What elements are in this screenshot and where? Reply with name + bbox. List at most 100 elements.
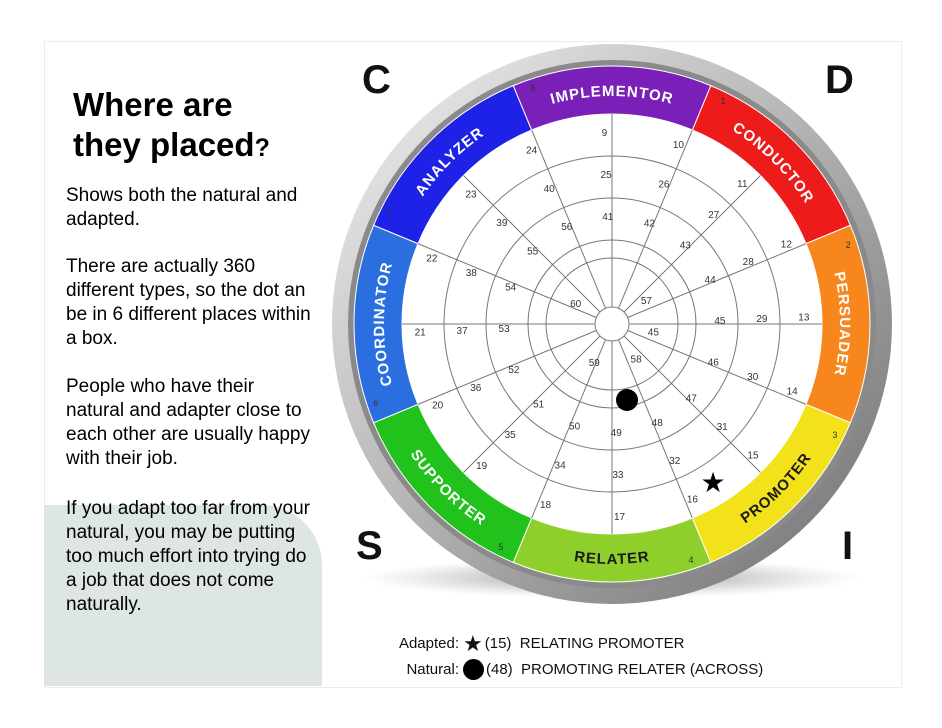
grid-number: 18 <box>540 500 552 511</box>
slide-title: Where are they placed? <box>73 85 323 168</box>
corner-label-c: C <box>362 58 391 102</box>
grid-number: 36 <box>470 383 482 394</box>
grid-number: 46 <box>708 357 720 368</box>
grid-number: 11 <box>737 179 748 190</box>
grid-number: 43 <box>680 241 692 252</box>
grid-spoke <box>627 330 807 405</box>
paragraph-natural-adapted: Shows both the natural and adapted. <box>66 185 298 230</box>
title-question-mark: ? <box>254 134 270 162</box>
legend-adapted: Adapted: ★ (15) RELATING PROMOTER <box>396 630 685 656</box>
star-icon: ★ <box>463 630 483 656</box>
grid-number: 48 <box>652 418 664 429</box>
decorative-panel <box>44 505 322 686</box>
grid-number: 34 <box>555 461 567 472</box>
segment-label-relater: RELATER <box>573 548 651 568</box>
grid-number: 60 <box>570 299 582 310</box>
grid-number: 23 <box>465 190 477 201</box>
paragraph-360-types: There are actually 360 different types, … <box>66 256 311 349</box>
grid-lines <box>402 114 822 534</box>
grid-number: 40 <box>544 184 556 195</box>
grid-number: 28 <box>743 257 755 268</box>
grid-number: 14 <box>787 386 799 397</box>
legend-natural-label: Natural: <box>406 661 459 678</box>
grid-number: 16 <box>687 494 699 505</box>
grid-number: 24 <box>526 146 538 157</box>
paragraph-close-happy: People who have their natural and adapte… <box>66 376 310 469</box>
title-line-2: they placed <box>73 126 255 163</box>
grid-number: 45 <box>648 327 660 338</box>
grid-number: 54 <box>505 283 517 294</box>
paragraph-adapt-far: If you adapt too far from your natural, … <box>66 498 310 615</box>
grid-numbers: 10 11 12 13 14 15 16 17 18 19 20 21 22 23 24 9 26 27 28 29 3… <box>415 128 810 523</box>
grid-number: 32 <box>669 456 681 467</box>
grid-spoke <box>531 339 606 519</box>
grid-spoke <box>417 330 597 405</box>
grid-number: 49 <box>611 428 623 439</box>
segment-number: 8 <box>530 83 535 93</box>
segment-label-persuader: PERSUADER <box>830 270 853 378</box>
corner-label-d: D <box>825 58 854 102</box>
grid-number: 37 <box>457 326 469 337</box>
grid-spoke <box>623 335 761 473</box>
grid-number: 33 <box>612 470 624 481</box>
dot-icon <box>463 659 484 680</box>
segment-number: 1 <box>721 96 726 106</box>
grid-number: 20 <box>432 400 444 411</box>
grid-number: 10 <box>673 140 685 151</box>
legend-adapted-label: Adapted: <box>398 635 459 652</box>
grid-number: 27 <box>708 210 720 221</box>
grid-number: 12 <box>781 240 793 251</box>
grid-number: 13 <box>798 312 810 323</box>
center-circle <box>594 306 630 342</box>
grid-spoke <box>463 335 601 473</box>
corner-label-s: S <box>356 524 383 568</box>
grid-number: 26 <box>658 179 670 190</box>
natural-dot-marker <box>616 389 638 411</box>
legend-adapted-text: (15) RELATING PROMOTER <box>484 635 685 652</box>
grid-number: 29 <box>756 314 768 325</box>
grid-spoke <box>618 339 693 519</box>
grid-number: 17 <box>614 512 626 523</box>
segment-number: 4 <box>689 555 694 565</box>
grid-number: 21 <box>415 328 427 339</box>
grid-number: 45 <box>714 316 726 327</box>
grid-number: 19 <box>476 461 488 472</box>
grid-number: 58 <box>631 354 643 365</box>
grid-number: 15 <box>747 450 759 461</box>
grid-number: 25 <box>601 170 613 181</box>
segment-number: 6 <box>373 398 378 408</box>
grid-number: 52 <box>508 365 520 376</box>
grid-number: 31 <box>717 422 729 433</box>
grid-number: 38 <box>466 268 478 279</box>
segment-number: 7 <box>387 208 392 218</box>
legend-natural-text: (48) PROMOTING RELATER (ACROSS) <box>486 661 764 678</box>
grid-spoke <box>417 243 597 318</box>
grid-number: 59 <box>589 358 601 369</box>
adapted-star-marker: ★ <box>700 466 725 499</box>
segment-number: 5 <box>498 542 503 552</box>
grid-number: 22 <box>426 254 438 265</box>
segment-number: 2 <box>846 240 851 250</box>
grid-number: 39 <box>496 218 508 229</box>
grid-number: 53 <box>499 324 511 335</box>
grid-spoke <box>531 129 606 309</box>
grid-number: 30 <box>747 372 759 383</box>
grid-number: 35 <box>505 430 517 441</box>
grid-number: 55 <box>527 247 539 258</box>
grid-spoke <box>618 129 693 309</box>
title-line-1: Where are <box>73 86 233 123</box>
grid-number: 41 <box>602 212 614 223</box>
corner-label-i: I <box>842 524 854 568</box>
grid-number: 57 <box>641 296 653 307</box>
segment-number: 3 <box>832 430 837 440</box>
grid-number: 51 <box>533 399 545 410</box>
grid-spoke <box>627 243 807 318</box>
grid-spoke <box>463 175 601 313</box>
grid-number: 44 <box>705 275 717 286</box>
grid-number: 50 <box>569 421 581 432</box>
grid-number: 42 <box>644 219 656 230</box>
grid-number: 56 <box>561 222 573 233</box>
grid-number: 9 <box>602 128 608 139</box>
